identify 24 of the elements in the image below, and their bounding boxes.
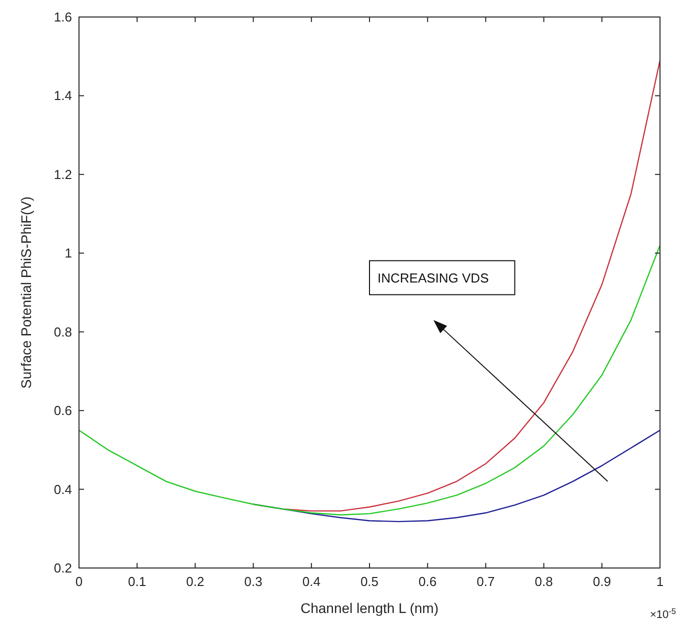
y-tick-label: 1.6 [54, 10, 72, 24]
y-tick-label: 1 [64, 246, 72, 261]
x-tick-label: 0.5 [360, 574, 379, 589]
x-tick-label: 0.4 [302, 574, 320, 589]
x-tick-label: 0.1 [128, 574, 146, 589]
y-tick-label: 0.2 [54, 560, 72, 576]
text: ×10$^{-5}$ [650, 606, 676, 621]
line-series [78, 244, 661, 516]
x-tick-label: 0.8 [534, 574, 553, 589]
x-axis-title: Channel length L (nm) [300, 600, 439, 616]
x-tick-label: 0.3 [244, 574, 262, 589]
x-tick-label: 0 [75, 574, 83, 589]
y-tick-label: 0.4 [54, 482, 72, 497]
x-tick-label: 0.2 [186, 574, 204, 589]
x-tick-label: 0.6 [418, 574, 437, 589]
x-tick-label: 0.7 [476, 574, 495, 589]
y-tick-label: 0.6 [54, 403, 72, 418]
y-tick-label: 1.4 [54, 88, 72, 104]
y-axis-title: Surface Potential PhiS-PhiF(V) [18, 196, 34, 389]
annotation: INCREASING VDS [378, 270, 490, 286]
x-tick-label: 1 [656, 574, 664, 589]
x-tick-label: 0.9 [592, 574, 611, 589]
y-tick-label: 0.8 [54, 324, 72, 340]
y-tick-label: 1.2 [54, 166, 72, 182]
